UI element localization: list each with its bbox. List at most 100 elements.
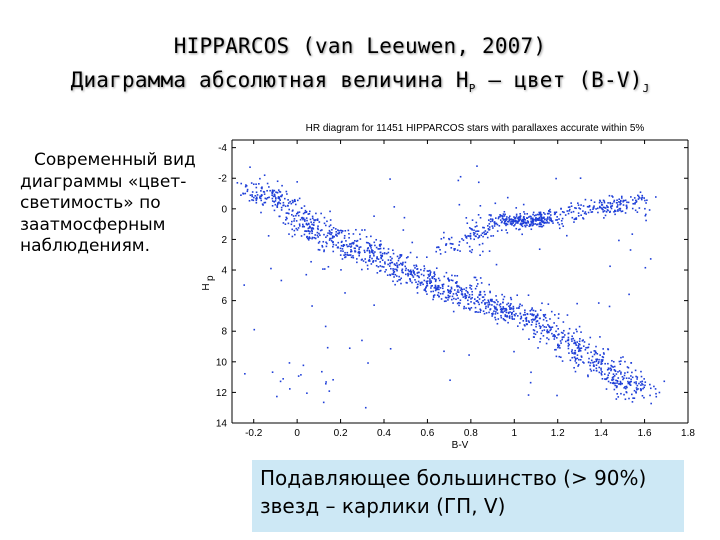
star-point <box>634 202 636 204</box>
star-point <box>621 210 624 212</box>
star-point <box>613 388 616 391</box>
star-point <box>557 221 559 224</box>
star-point <box>255 196 258 199</box>
star-point <box>482 250 484 253</box>
star-point <box>516 325 519 327</box>
star-point <box>515 222 517 224</box>
star-point <box>377 248 380 250</box>
star-point <box>628 293 630 296</box>
side-line: заатмосферным <box>20 214 166 235</box>
star-point <box>520 315 523 318</box>
star-point <box>457 297 459 300</box>
star-point <box>309 237 311 239</box>
star-point <box>274 195 276 198</box>
star-point <box>612 366 614 368</box>
star-point <box>509 218 512 221</box>
star-point <box>483 233 486 236</box>
star-point <box>567 336 570 339</box>
star-point <box>464 293 466 295</box>
star-point <box>630 380 632 383</box>
star-point <box>437 291 440 294</box>
star-point <box>378 243 381 246</box>
star-point <box>429 272 432 275</box>
star-point <box>465 289 467 292</box>
star-point <box>479 308 482 311</box>
star-point <box>576 302 578 305</box>
star-point <box>417 275 420 278</box>
star-point <box>491 313 494 316</box>
star-point <box>589 364 591 367</box>
star-point <box>601 371 603 373</box>
star-point <box>518 219 521 222</box>
star-point <box>617 210 619 212</box>
star-point <box>323 222 326 225</box>
star-point <box>487 304 490 306</box>
star-point <box>253 196 255 199</box>
star-point <box>514 220 517 222</box>
star-point <box>551 220 554 222</box>
star-point <box>371 257 373 260</box>
star-point <box>374 244 376 247</box>
star-point <box>236 182 239 184</box>
star-point <box>414 279 416 281</box>
star-point <box>523 218 526 220</box>
star-point <box>306 223 309 226</box>
star-point <box>583 212 586 215</box>
star-point <box>392 249 394 252</box>
star-point <box>466 222 469 225</box>
star-point <box>601 360 604 363</box>
star-point <box>481 242 484 245</box>
star-point <box>449 379 451 382</box>
star-point <box>276 203 279 206</box>
star-point <box>306 236 308 238</box>
star-point <box>539 327 542 329</box>
star-point <box>502 219 505 221</box>
star-point <box>300 235 303 237</box>
star-point <box>531 314 533 316</box>
star-point <box>650 402 652 405</box>
star-point <box>297 227 300 229</box>
star-point <box>458 203 461 206</box>
star-point <box>287 212 290 215</box>
star-point <box>592 369 595 372</box>
star-point <box>403 216 406 219</box>
star-point <box>377 258 380 260</box>
star-point <box>574 358 577 361</box>
star-point <box>381 254 383 257</box>
star-point <box>518 305 521 308</box>
star-point <box>285 219 287 221</box>
star-point <box>536 314 539 317</box>
star-point <box>565 234 568 237</box>
subtitle-sub-j: J <box>642 82 650 96</box>
star-point <box>450 243 453 245</box>
star-point <box>494 316 496 319</box>
star-point <box>481 232 484 235</box>
star-point <box>479 216 482 219</box>
star-point <box>470 227 472 230</box>
star-point <box>607 367 610 370</box>
star-point <box>285 216 288 219</box>
star-point <box>414 267 416 269</box>
star-point <box>614 382 616 385</box>
star-point <box>591 211 594 213</box>
star-point <box>511 317 513 319</box>
star-point <box>513 350 515 353</box>
star-point <box>504 314 507 316</box>
star-point <box>298 197 301 200</box>
star-point <box>249 194 252 197</box>
star-point <box>379 270 381 272</box>
star-point <box>454 274 456 277</box>
star-point <box>328 233 331 235</box>
star-point <box>507 220 509 223</box>
star-point <box>309 210 311 213</box>
star-point <box>602 206 605 209</box>
star-point <box>536 313 539 316</box>
star-point <box>496 230 499 232</box>
star-point <box>539 341 541 343</box>
star-point <box>517 217 519 219</box>
star-point <box>260 211 262 214</box>
star-point <box>614 370 617 373</box>
star-point <box>439 292 442 295</box>
star-point <box>547 303 550 305</box>
star-point <box>508 216 510 219</box>
